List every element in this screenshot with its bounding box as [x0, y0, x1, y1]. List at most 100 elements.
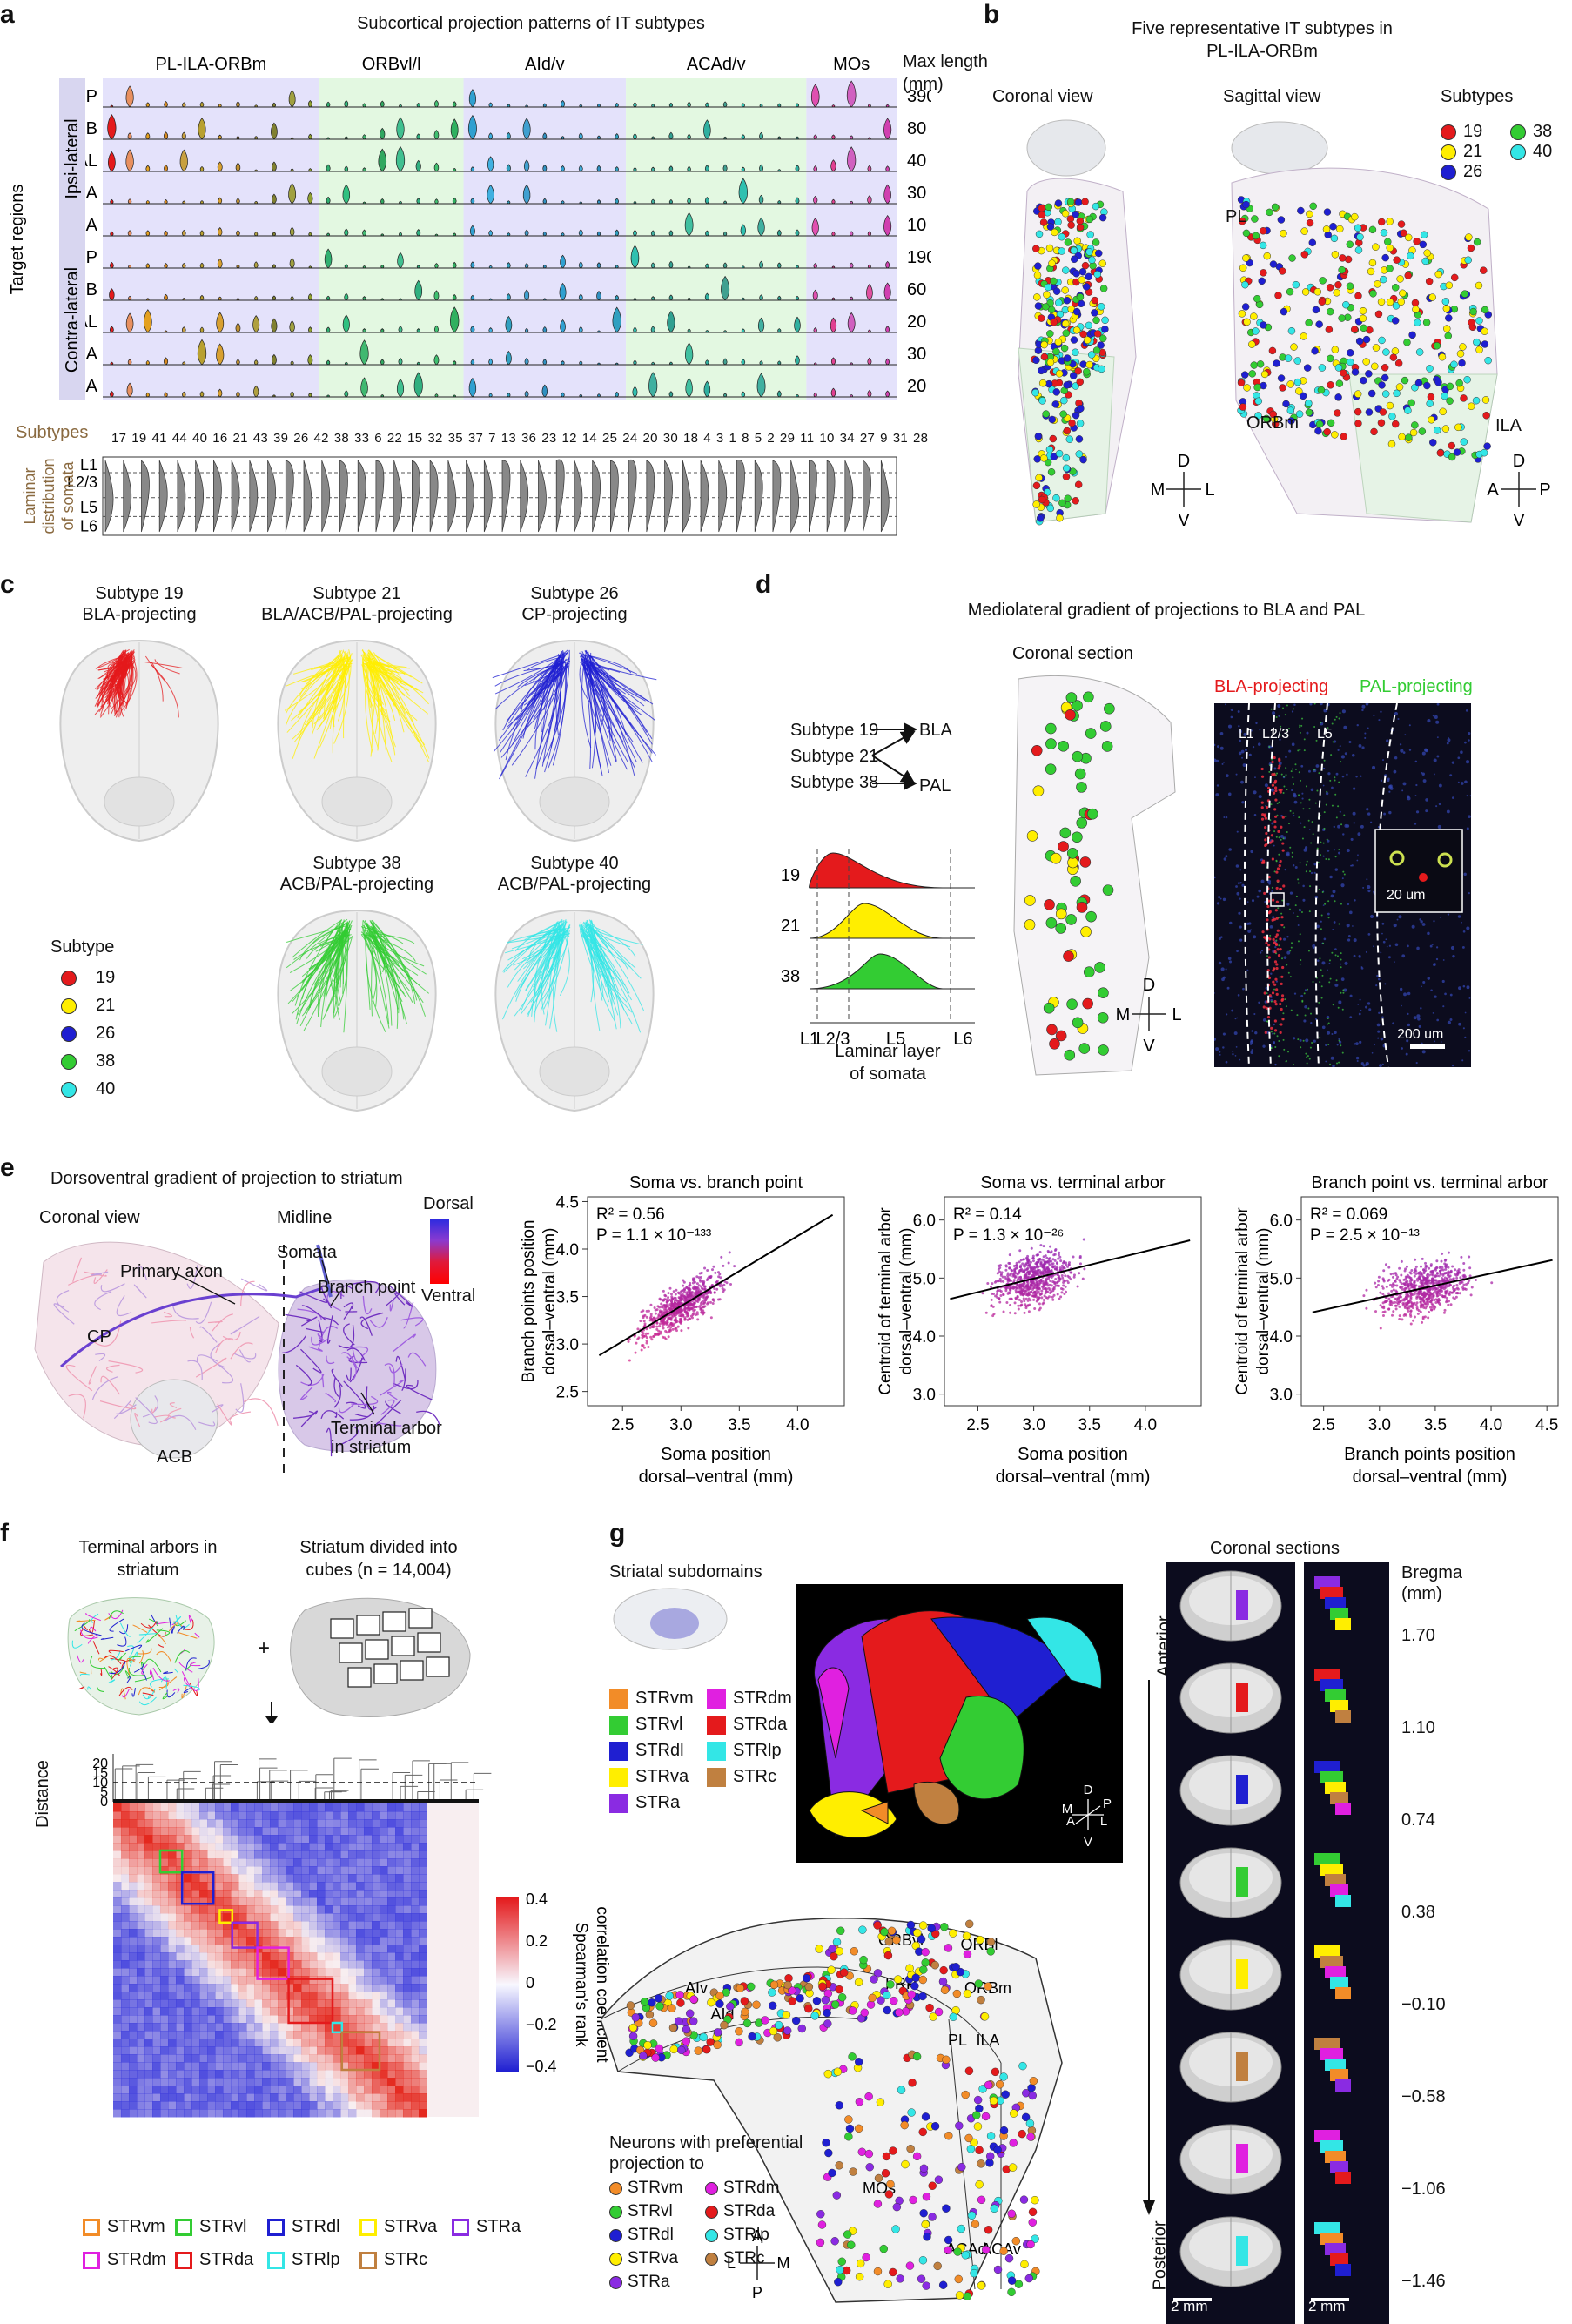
violin-r1-c40 — [831, 134, 836, 140]
panel-c-label: c — [0, 570, 15, 599]
dapi-595 — [1286, 853, 1290, 857]
violin-r8-c40 — [830, 357, 836, 366]
violin-r1-c19 — [450, 118, 459, 140]
violin-r8-c10 — [290, 360, 294, 366]
scatter-pt-1-302 — [1049, 1245, 1052, 1248]
sagittal-soma-365 — [1362, 358, 1370, 366]
pal-cell-192 — [1296, 915, 1299, 917]
violin-r8-c5 — [197, 339, 207, 366]
violin-r2-c1 — [125, 149, 134, 172]
scatter-pt-0-647 — [727, 1261, 730, 1265]
dapi-299 — [1331, 1032, 1334, 1035]
coronal-soma-126 — [1095, 249, 1103, 258]
pal-cell-199 — [1289, 846, 1292, 849]
pal-cell-206 — [1309, 1046, 1312, 1049]
violin-r4-c3 — [164, 230, 168, 237]
scatter-pt-0-431 — [686, 1318, 689, 1321]
coronal-d-soma-20 — [1045, 738, 1057, 749]
scatter-pt-0-548 — [654, 1308, 657, 1312]
pal-cell-221 — [1307, 1007, 1310, 1010]
violin-r5-c33 — [705, 263, 709, 269]
dapi-563 — [1344, 823, 1348, 828]
scatter-pt-1-491 — [1058, 1255, 1062, 1259]
bla-cell-13 — [1264, 816, 1267, 820]
dapi-154 — [1435, 805, 1438, 808]
sagittal-soma-7 — [1365, 408, 1374, 416]
pal-cell-160 — [1276, 803, 1279, 805]
scatter-pt-2-101 — [1428, 1266, 1431, 1270]
dapi-305 — [1250, 929, 1252, 930]
dapi-177 — [1433, 758, 1437, 762]
coronal-soma-194 — [1064, 238, 1072, 246]
scatter-pt-0-398 — [697, 1276, 701, 1280]
scatter-pt-1-599 — [1058, 1251, 1061, 1254]
pal-cell-172 — [1285, 774, 1287, 776]
right-arbor-33 — [292, 1410, 315, 1419]
scatter-pt-1-192 — [1048, 1263, 1051, 1266]
pal-cell-154 — [1270, 708, 1273, 710]
left-striatum — [34, 1241, 279, 1447]
scatter-pt-1-404 — [1028, 1303, 1031, 1306]
scatter-pt-0-517 — [709, 1291, 712, 1294]
scatter-pt-1-613 — [1015, 1264, 1018, 1267]
coronal-d-soma-67 — [1045, 917, 1058, 929]
bla-cell-109 — [1278, 863, 1281, 868]
scatter-pt-1-508 — [1082, 1238, 1085, 1241]
violin-r1-c18 — [433, 130, 440, 140]
scatter-pt-0-388 — [687, 1314, 690, 1318]
dapi-137 — [1215, 1047, 1219, 1051]
scatter-pt-1-130 — [1043, 1294, 1046, 1298]
violin-r5-c1 — [128, 265, 132, 269]
axon-trace-88 — [366, 657, 413, 678]
right-arbor-44 — [343, 1302, 354, 1310]
sagittal-soma-233 — [1356, 233, 1364, 241]
axis-d-left: M — [1116, 1005, 1131, 1024]
scatter-pt-0-635 — [693, 1306, 696, 1309]
violin-r0-c25 — [561, 100, 565, 108]
sagittal-soma-321 — [1412, 306, 1420, 313]
scatter-pt-1-547 — [1044, 1292, 1047, 1295]
coronal-soma-158 — [1034, 432, 1043, 440]
scatter-pt-0-656 — [658, 1297, 662, 1300]
scatter-pt-1-481 — [1067, 1276, 1071, 1280]
left-arbor-22 — [213, 1360, 233, 1384]
sagittal-view-label: Sagittal view — [1223, 87, 1321, 106]
dapi-176 — [1247, 929, 1252, 933]
coronal-soma-298 — [1101, 316, 1109, 325]
pal-cell-94 — [1321, 974, 1324, 977]
violin-r3-c14 — [362, 201, 366, 205]
violin-r4-c36 — [757, 217, 765, 237]
bla-cell-36 — [1265, 831, 1268, 836]
scatter-pt-1-580 — [1022, 1289, 1025, 1293]
violin-r0-c23 — [525, 104, 528, 108]
dapi-88 — [1257, 742, 1261, 746]
somata-pointer — [321, 1259, 330, 1285]
bla-cell-39 — [1277, 830, 1280, 833]
dapi-380 — [1357, 1003, 1360, 1005]
scatter-pt-1-696 — [1018, 1268, 1022, 1272]
bla-cell-62 — [1274, 798, 1278, 802]
laminar-density-24 — [538, 460, 547, 533]
scatter-pt-1-288 — [1065, 1263, 1068, 1266]
axis-d-bottom: V — [1143, 1037, 1155, 1056]
scatter-pt-1-521 — [1031, 1292, 1035, 1295]
pal-cell-190 — [1320, 997, 1323, 999]
sagittal-soma-355 — [1481, 327, 1488, 335]
coronal-soma-325 — [1077, 405, 1085, 413]
pal-cell-109 — [1335, 715, 1338, 718]
pal-cell-37 — [1335, 816, 1338, 819]
scatter-pt-0-169 — [717, 1271, 721, 1274]
dapi-569 — [1320, 920, 1322, 923]
violin-r9-c30 — [648, 372, 658, 398]
laminar-density-17 — [412, 460, 420, 533]
dapi-551 — [1312, 944, 1316, 948]
scatter-pt-1-609 — [1048, 1270, 1051, 1273]
dapi-233 — [1440, 917, 1442, 918]
violin-r2-c37 — [777, 169, 782, 172]
coronal-soma-281 — [1035, 474, 1043, 482]
violin-r6-c13 — [344, 292, 349, 301]
scatter-pt-0-447 — [666, 1326, 669, 1329]
scatter-pt-1-562 — [1018, 1298, 1021, 1301]
axon-trace-80 — [543, 662, 568, 710]
pal-cell-243 — [1299, 908, 1301, 910]
